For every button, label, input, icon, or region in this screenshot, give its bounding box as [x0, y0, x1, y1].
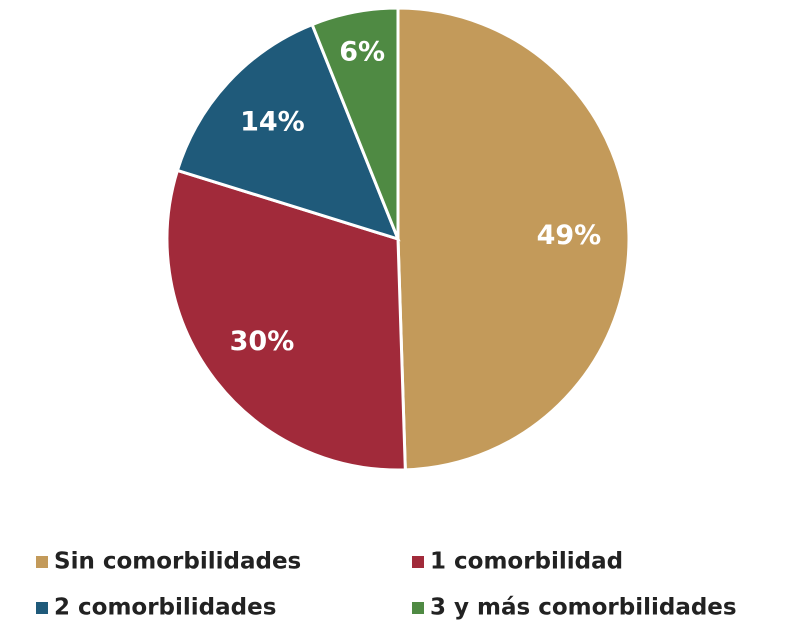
slice-label: 49% — [537, 220, 602, 251]
legend-swatch — [412, 602, 424, 614]
legend-label: 3 y más comorbilidades — [430, 595, 737, 621]
slice-label: 30% — [230, 326, 295, 357]
pie-slice — [175, 22, 401, 242]
pie-slice — [396, 6, 631, 472]
slice-label: 14% — [240, 107, 305, 138]
slice-label: 6% — [339, 37, 385, 68]
legend-swatch — [412, 556, 424, 568]
legend-label: 1 comorbilidad — [430, 549, 623, 575]
legend-swatch — [36, 556, 48, 568]
legend-label: 2 comorbilidades — [54, 595, 276, 621]
pie-slice — [310, 6, 400, 240]
legend-swatch — [36, 602, 48, 614]
pie-slice — [165, 168, 407, 472]
legend-label: Sin comorbilidades — [54, 549, 301, 575]
